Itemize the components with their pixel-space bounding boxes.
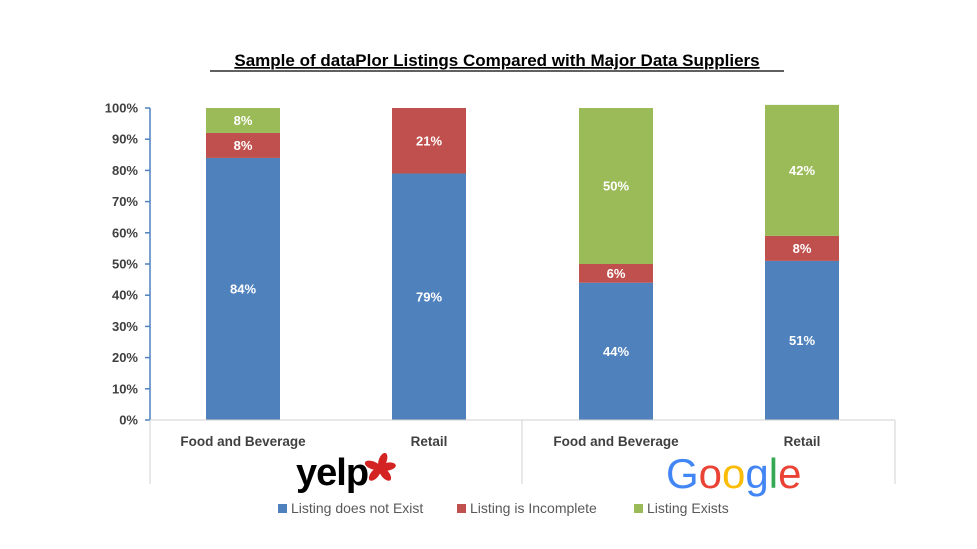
bar-segment	[206, 132, 280, 158]
legend-label: Listing is Incomplete	[470, 500, 597, 516]
data-label: 51%	[789, 333, 815, 348]
y-tick-label: 60%	[112, 225, 138, 240]
legend-swatch	[634, 504, 643, 513]
data-label: 8%	[234, 138, 253, 153]
data-label: 44%	[603, 344, 629, 359]
data-label: 79%	[416, 289, 442, 304]
bar-segment	[392, 108, 466, 174]
bar-segment	[206, 108, 280, 133]
legend-label: Listing Exists	[647, 500, 729, 516]
category-label: Retail	[411, 434, 448, 449]
y-tick-label: 90%	[112, 132, 138, 147]
y-tick-label: 20%	[112, 350, 138, 365]
google-logo: Google	[666, 450, 801, 497]
bar-segment	[206, 157, 280, 421]
y-tick-label: 100%	[105, 101, 139, 116]
legend: Listing does not Exist Listing is Incompl…	[278, 500, 729, 516]
data-label: 21%	[416, 133, 442, 148]
bar-segment	[579, 264, 653, 283]
data-label: 8%	[234, 113, 253, 128]
yelp-logo: yelp	[296, 452, 396, 494]
yelp-burst-petal	[368, 467, 381, 481]
y-tick-label: 40%	[112, 288, 138, 303]
data-label: 42%	[789, 163, 815, 178]
category-label: Food and Beverage	[553, 434, 679, 449]
yelp-burst-petal	[364, 460, 381, 470]
bar-segment	[765, 260, 839, 420]
data-label: 50%	[603, 179, 629, 194]
yelp-burst-petal	[379, 467, 392, 481]
y-tick-label: 0%	[119, 413, 138, 428]
y-axis: 0% 10% 20% 30% 40% 50% 60% 70% 80% 90% 100%	[105, 101, 151, 428]
yelp-wordmark: yelp	[296, 452, 368, 494]
google-letter: o	[722, 450, 745, 497]
bar-segment	[579, 282, 653, 420]
google-letter: G	[666, 450, 699, 497]
y-tick-label: 70%	[112, 194, 138, 209]
bar-segment	[579, 108, 653, 264]
bar-segment	[765, 235, 839, 261]
group-logos: yelp Google	[296, 450, 801, 497]
data-label: 6%	[607, 266, 626, 281]
category-label: Food and Beverage	[180, 434, 306, 449]
y-tick-label: 80%	[112, 163, 138, 178]
bars: 84% 8% 8% 79% 21% 44% 6% 50% 51% 8% 42%	[206, 104, 839, 421]
google-letter: e	[778, 450, 801, 497]
legend-label: Listing does not Exist	[291, 500, 423, 516]
legend-swatch	[457, 504, 466, 513]
category-axis: Food and Beverage Retail Food and Beverage…	[149, 419, 896, 484]
bar-segment	[392, 173, 466, 420]
y-tick-label: 30%	[112, 319, 138, 334]
data-label: 84%	[230, 281, 256, 296]
google-letter: g	[745, 450, 768, 497]
y-tick-label: 50%	[112, 257, 138, 272]
chart-title: Sample of dataPlor Listings Compared wit…	[234, 51, 759, 70]
category-label: Retail	[784, 434, 821, 449]
bar-segment	[765, 104, 839, 236]
legend-swatch	[278, 504, 287, 513]
google-wordmark: Google	[666, 450, 801, 497]
google-letter: l	[769, 450, 778, 497]
data-label: 8%	[793, 241, 812, 256]
y-tick-label: 10%	[112, 381, 138, 396]
google-letter: o	[699, 450, 722, 497]
